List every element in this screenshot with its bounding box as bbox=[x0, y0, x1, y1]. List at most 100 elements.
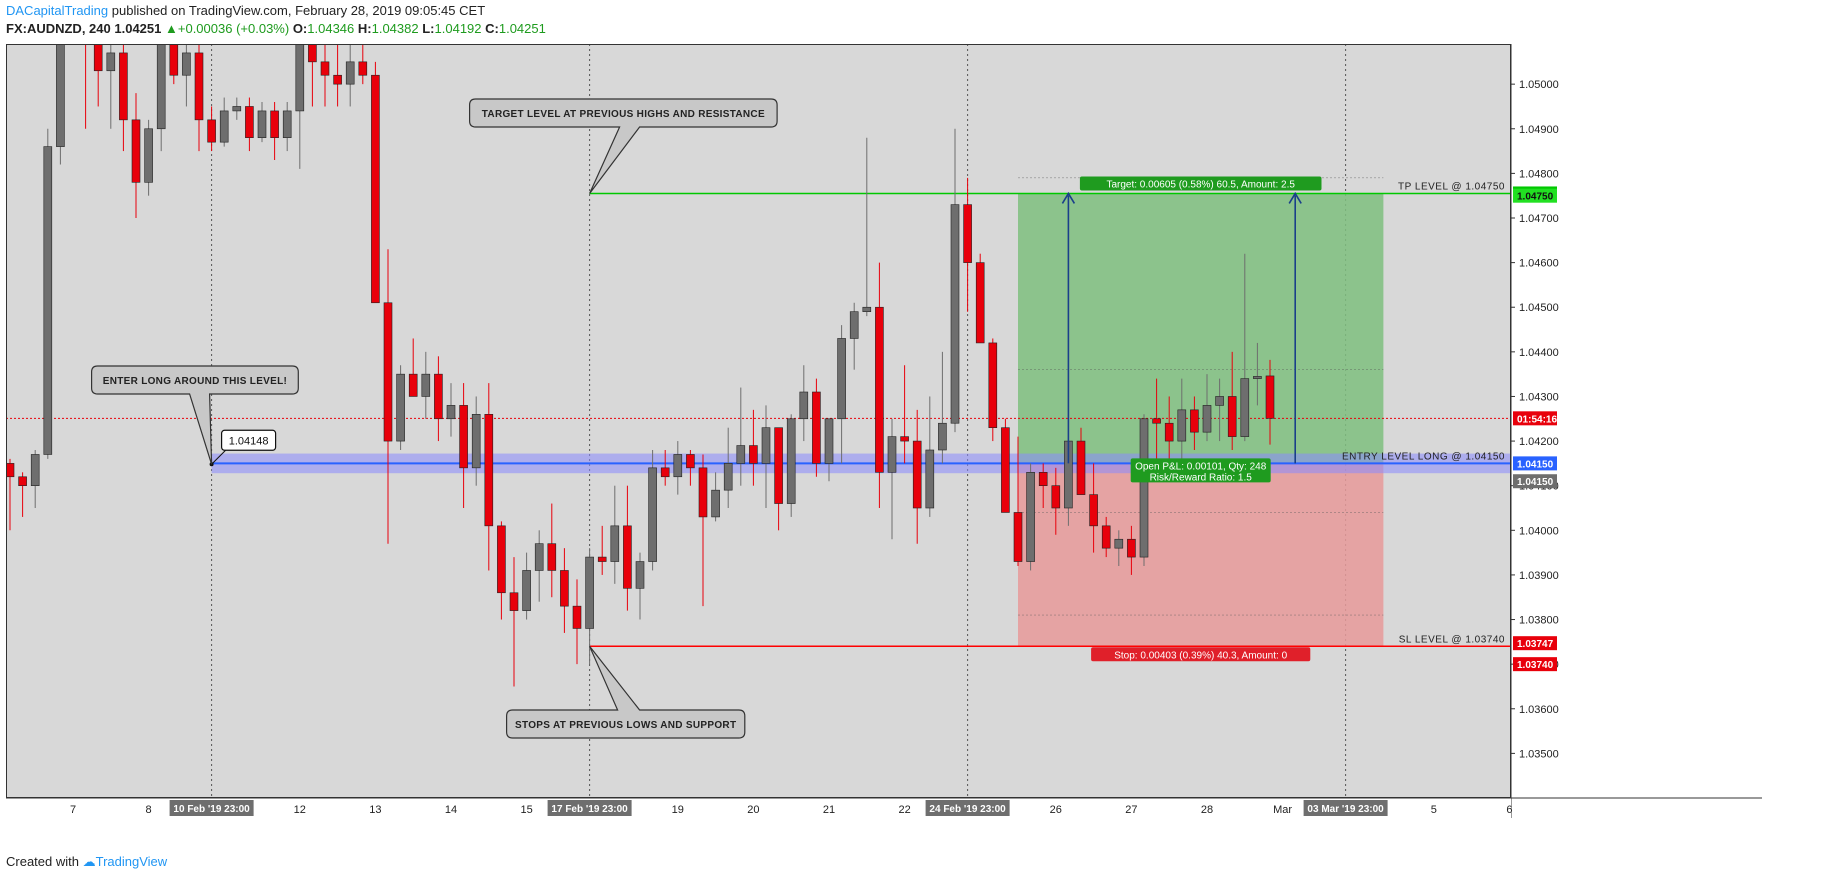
candle[interactable] bbox=[1177, 378, 1187, 464]
candle[interactable] bbox=[156, 44, 166, 152]
candle[interactable] bbox=[282, 102, 292, 152]
candle[interactable] bbox=[1139, 414, 1149, 566]
candle[interactable] bbox=[43, 128, 53, 459]
candle[interactable] bbox=[887, 418, 897, 540]
candle[interactable] bbox=[295, 44, 305, 169]
candle[interactable] bbox=[270, 102, 279, 160]
candle[interactable] bbox=[169, 44, 179, 85]
candle[interactable] bbox=[698, 454, 708, 607]
time-axis[interactable] bbox=[6, 798, 1511, 818]
chart-plot-area[interactable]: Target: 0.00605 (0.58%) 60.5, Amount: 2.… bbox=[6, 44, 1762, 818]
candle[interactable] bbox=[1215, 378, 1224, 442]
candle[interactable] bbox=[93, 44, 103, 107]
candle[interactable] bbox=[837, 325, 846, 464]
candle[interactable] bbox=[623, 485, 632, 611]
candle[interactable] bbox=[30, 450, 40, 508]
candle[interactable] bbox=[182, 44, 191, 107]
candle[interactable] bbox=[245, 97, 254, 152]
candle[interactable] bbox=[1127, 525, 1136, 575]
author-link[interactable]: DACapitalTrading bbox=[6, 3, 109, 18]
candle[interactable] bbox=[18, 472, 27, 517]
candle[interactable] bbox=[900, 365, 909, 464]
candlestick-chart[interactable]: Target: 0.00605 (0.58%) 60.5, Amount: 2.… bbox=[6, 44, 1762, 818]
candle[interactable] bbox=[648, 450, 657, 571]
candle[interactable] bbox=[308, 44, 317, 107]
candle[interactable] bbox=[736, 387, 746, 486]
candle[interactable] bbox=[963, 177, 972, 312]
candle[interactable] bbox=[408, 338, 418, 397]
candle[interactable] bbox=[207, 106, 216, 152]
candle[interactable] bbox=[471, 396, 481, 486]
candle[interactable] bbox=[459, 383, 468, 508]
candle[interactable] bbox=[82, 44, 90, 129]
candle[interactable] bbox=[560, 548, 569, 633]
candle[interactable] bbox=[1190, 396, 1199, 450]
candle[interactable] bbox=[572, 579, 582, 665]
candle[interactable] bbox=[1265, 359, 1275, 445]
candle[interactable] bbox=[1240, 253, 1250, 442]
candle[interactable] bbox=[875, 262, 884, 508]
candle[interactable] bbox=[106, 44, 116, 129]
candle[interactable] bbox=[219, 97, 229, 147]
candle[interactable] bbox=[912, 409, 922, 544]
candle[interactable] bbox=[194, 44, 204, 152]
candle[interactable] bbox=[1152, 378, 1161, 464]
candle[interactable] bbox=[358, 44, 368, 85]
candle[interactable] bbox=[547, 503, 557, 598]
candle[interactable] bbox=[1026, 463, 1035, 571]
candle[interactable] bbox=[660, 450, 670, 486]
candle[interactable] bbox=[534, 530, 544, 602]
candle[interactable] bbox=[849, 302, 859, 370]
candle[interactable] bbox=[232, 97, 242, 120]
candle[interactable] bbox=[1227, 351, 1237, 450]
candle[interactable] bbox=[484, 383, 494, 571]
candle[interactable] bbox=[320, 44, 330, 107]
candle[interactable] bbox=[975, 253, 985, 344]
candle[interactable] bbox=[345, 44, 355, 107]
candle[interactable] bbox=[434, 356, 443, 442]
candle[interactable] bbox=[723, 427, 733, 508]
candle[interactable] bbox=[749, 409, 758, 486]
candle[interactable] bbox=[383, 249, 393, 544]
candle[interactable] bbox=[1101, 516, 1111, 558]
candle[interactable] bbox=[421, 351, 431, 419]
candle[interactable] bbox=[509, 557, 519, 687]
candle[interactable] bbox=[686, 450, 695, 486]
candle[interactable] bbox=[585, 548, 594, 665]
candle[interactable] bbox=[925, 396, 935, 517]
candle[interactable] bbox=[1076, 427, 1086, 495]
candle[interactable] bbox=[1202, 374, 1212, 442]
candle[interactable] bbox=[862, 137, 872, 317]
candle[interactable] bbox=[1038, 463, 1048, 508]
candle[interactable] bbox=[6, 458, 15, 531]
candle[interactable] bbox=[1001, 418, 1010, 513]
candle[interactable] bbox=[761, 405, 771, 508]
candle[interactable] bbox=[131, 93, 141, 218]
candle[interactable] bbox=[144, 119, 153, 196]
candle[interactable] bbox=[786, 414, 796, 517]
candle[interactable] bbox=[774, 427, 783, 531]
candle[interactable] bbox=[56, 44, 65, 165]
candle[interactable] bbox=[522, 552, 531, 620]
candle[interactable] bbox=[1089, 463, 1098, 553]
candle[interactable] bbox=[673, 441, 683, 495]
candle[interactable] bbox=[1051, 467, 1061, 535]
candle[interactable] bbox=[497, 521, 506, 620]
candle[interactable] bbox=[950, 128, 960, 433]
candle[interactable] bbox=[799, 365, 809, 442]
candle[interactable] bbox=[371, 61, 380, 304]
candle[interactable] bbox=[938, 351, 947, 464]
candle[interactable] bbox=[988, 338, 998, 442]
candle[interactable] bbox=[446, 383, 456, 437]
candle[interactable] bbox=[119, 44, 128, 152]
candle[interactable] bbox=[597, 525, 607, 575]
tradingview-brand[interactable]: TradingView bbox=[95, 854, 168, 869]
candle[interactable] bbox=[1253, 342, 1262, 406]
candle[interactable] bbox=[812, 378, 821, 477]
candle[interactable] bbox=[1164, 396, 1174, 464]
candle[interactable] bbox=[333, 44, 342, 107]
candle[interactable] bbox=[635, 552, 645, 620]
candle[interactable] bbox=[396, 365, 405, 450]
candle[interactable] bbox=[1114, 530, 1124, 566]
candle[interactable] bbox=[257, 102, 267, 143]
